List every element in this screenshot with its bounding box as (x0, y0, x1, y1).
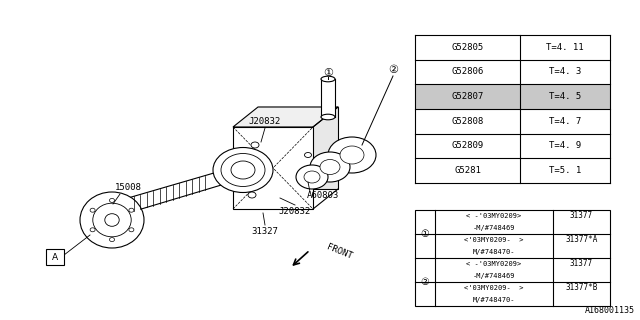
Text: A168001135: A168001135 (585, 306, 635, 315)
Text: FRONT: FRONT (325, 243, 353, 261)
Bar (321, 79, 335, 117)
Ellipse shape (304, 171, 320, 183)
Ellipse shape (305, 153, 312, 157)
Text: < -'03MY0209>: < -'03MY0209> (467, 261, 522, 267)
Text: T=4. 7: T=4. 7 (549, 117, 581, 126)
Text: 31377*A: 31377*A (565, 236, 598, 244)
Text: 31377: 31377 (570, 260, 593, 268)
Polygon shape (128, 166, 238, 213)
Ellipse shape (80, 192, 144, 248)
Text: ②: ② (388, 65, 398, 75)
Ellipse shape (109, 237, 115, 242)
Text: T=4. 3: T=4. 3 (549, 68, 581, 76)
Ellipse shape (296, 165, 328, 189)
Text: T=5. 1: T=5. 1 (549, 166, 581, 175)
Ellipse shape (248, 192, 256, 198)
Text: G52807: G52807 (451, 92, 484, 101)
Text: A: A (52, 252, 58, 261)
Ellipse shape (321, 114, 335, 120)
Ellipse shape (328, 137, 376, 173)
Text: J20832: J20832 (249, 117, 281, 126)
Text: 15008: 15008 (115, 182, 141, 191)
Polygon shape (258, 107, 338, 189)
Ellipse shape (105, 214, 119, 226)
Text: ①: ① (323, 68, 333, 78)
Ellipse shape (305, 178, 312, 182)
Polygon shape (233, 127, 313, 209)
Ellipse shape (109, 198, 115, 203)
Text: G52809: G52809 (451, 141, 484, 150)
Text: ①: ① (420, 229, 429, 239)
Ellipse shape (90, 228, 95, 232)
Text: J20832: J20832 (279, 207, 311, 217)
Text: <'03MY0209-  >: <'03MY0209- > (464, 285, 524, 291)
Ellipse shape (213, 148, 273, 193)
Text: A60803: A60803 (307, 191, 339, 201)
Bar (415, 84, 610, 109)
Text: -M/#748469: -M/#748469 (473, 273, 515, 279)
Text: T=4. 9: T=4. 9 (549, 141, 581, 150)
Text: -M/#748469: -M/#748469 (473, 225, 515, 231)
Text: T=4. 5: T=4. 5 (549, 92, 581, 101)
Bar (415, 210, 610, 306)
Ellipse shape (129, 228, 134, 232)
Text: G5281: G5281 (454, 166, 481, 175)
Ellipse shape (129, 208, 134, 212)
Ellipse shape (310, 152, 350, 182)
Text: 31377: 31377 (570, 212, 593, 220)
Text: T=4. 11: T=4. 11 (546, 43, 584, 52)
Text: G52805: G52805 (451, 43, 484, 52)
Ellipse shape (221, 154, 265, 187)
Text: M/#748470-: M/#748470- (473, 249, 515, 255)
Text: ②: ② (420, 277, 429, 287)
Ellipse shape (231, 161, 255, 179)
Text: G52808: G52808 (451, 117, 484, 126)
Text: < -'03MY0209>: < -'03MY0209> (467, 213, 522, 219)
Ellipse shape (251, 142, 259, 148)
Polygon shape (233, 107, 338, 127)
Text: G52806: G52806 (451, 68, 484, 76)
Text: 31327: 31327 (252, 228, 278, 236)
Ellipse shape (320, 159, 340, 174)
Text: 31377*B: 31377*B (565, 284, 598, 292)
Ellipse shape (321, 76, 335, 82)
Text: <'03MY0209-  >: <'03MY0209- > (464, 237, 524, 243)
Text: M/#748470-: M/#748470- (473, 297, 515, 303)
Ellipse shape (340, 146, 364, 164)
Bar (46, 249, 64, 265)
Ellipse shape (90, 208, 95, 212)
Ellipse shape (93, 203, 131, 237)
